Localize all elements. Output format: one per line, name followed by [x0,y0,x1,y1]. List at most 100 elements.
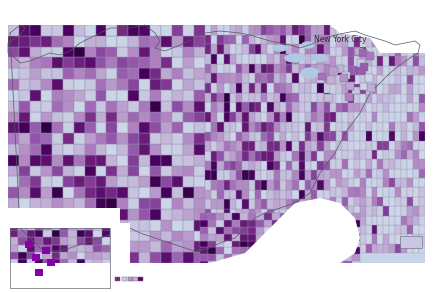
Bar [389,38,394,47]
Bar [215,241,223,247]
Bar [85,241,95,252]
Bar [406,75,412,84]
Bar [161,144,172,155]
Bar [343,247,351,254]
Bar [319,213,327,220]
Bar [335,47,341,56]
Bar [295,241,303,247]
Bar [10,223,18,230]
Bar [10,281,18,288]
Bar [35,245,43,252]
Bar [382,141,389,150]
Bar [303,213,311,220]
Bar [95,36,106,47]
Bar [286,141,292,151]
Bar [60,259,68,266]
Bar [418,159,424,169]
Bar [236,44,242,54]
Bar [32,254,40,261]
Bar [347,28,353,38]
Bar [353,56,359,66]
Bar [242,44,248,54]
Bar [183,252,194,263]
Bar [63,36,74,47]
Bar [365,94,371,103]
Bar [19,241,30,252]
Bar [242,209,248,219]
Bar [242,132,248,141]
Bar [418,38,424,47]
Bar [292,190,298,199]
Bar [255,213,263,220]
Bar [183,144,194,155]
Bar [223,190,230,199]
Bar [52,241,63,252]
Bar [194,198,205,209]
Bar [353,122,359,131]
Bar [172,241,183,252]
Bar [30,112,41,122]
Bar [323,103,329,112]
Bar [150,57,161,68]
Bar [329,84,335,94]
Bar [172,90,183,101]
Bar [248,93,254,103]
Bar [63,155,74,166]
Bar [254,209,261,219]
Bar [329,169,335,178]
Bar [8,133,19,144]
Bar [298,199,304,209]
Bar [382,84,389,94]
Bar [382,94,389,103]
Bar [74,187,85,198]
Bar [77,281,85,288]
Bar [261,44,267,54]
Bar [211,180,217,190]
Bar [248,209,254,219]
Bar [406,206,412,215]
Bar [341,188,347,197]
Bar [295,254,303,261]
Bar [208,213,215,220]
Bar [231,234,240,241]
Bar [371,113,377,122]
Bar [400,38,406,47]
Bar [351,241,359,247]
Bar [248,35,254,44]
Bar [223,83,230,93]
Bar [19,209,30,220]
Bar [412,234,418,243]
Bar [317,83,323,93]
Bar [223,247,231,254]
Bar [211,122,217,132]
Bar [223,132,230,141]
Bar [298,151,304,161]
Bar [215,227,223,234]
Polygon shape [0,0,60,293]
Bar [0,208,120,228]
Bar [389,113,394,122]
Bar [394,215,400,225]
Bar [60,274,68,281]
Bar [200,213,208,220]
Bar [304,35,311,44]
Bar [183,101,194,112]
Bar [248,199,254,209]
Bar [211,219,217,228]
Bar [41,198,52,209]
Bar [240,213,247,220]
Bar [223,234,231,241]
Bar [394,75,400,84]
Bar [400,84,406,94]
Bar [295,261,303,268]
Bar [43,266,52,274]
Bar [327,261,335,268]
Bar [172,252,183,263]
Bar [19,176,30,187]
Bar [63,47,74,57]
Bar [74,101,85,112]
Bar [63,176,74,187]
Bar [412,169,418,178]
Bar [77,237,85,245]
Bar [400,206,406,215]
